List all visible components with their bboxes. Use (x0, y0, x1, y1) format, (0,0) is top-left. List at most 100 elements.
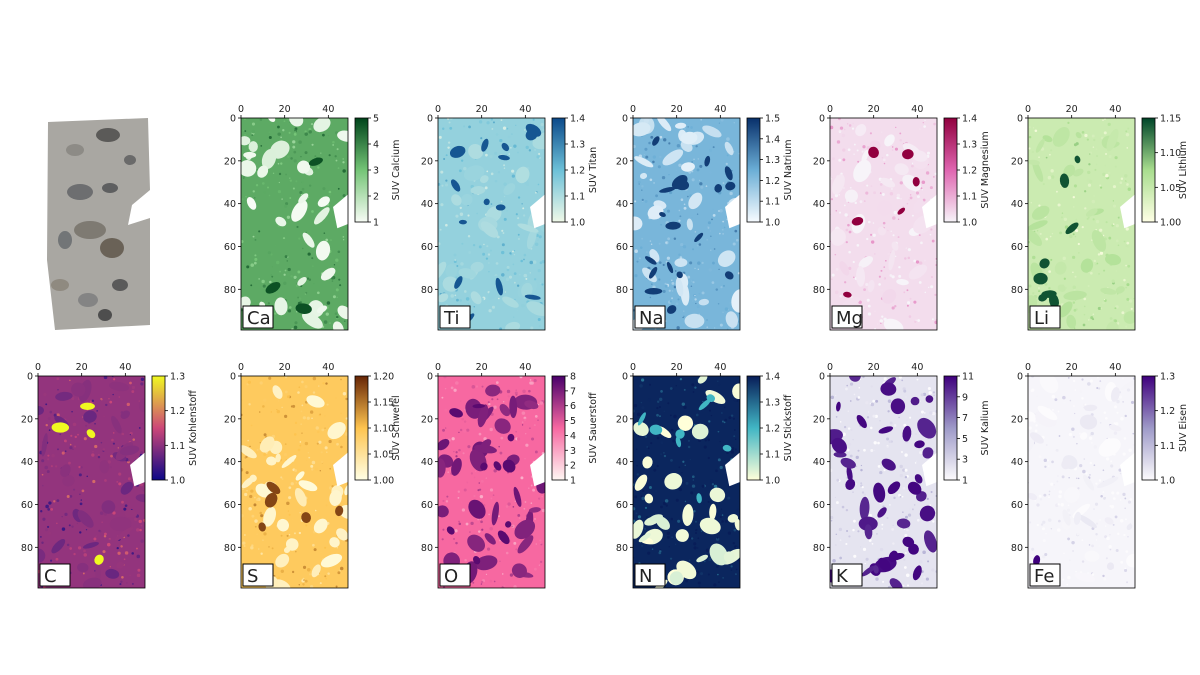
texture (887, 252, 890, 256)
texture (878, 426, 894, 434)
texture (267, 186, 270, 189)
texture (467, 214, 470, 217)
texture (302, 577, 305, 580)
texture (874, 414, 878, 419)
texture (849, 454, 853, 458)
element-label-box (242, 563, 274, 587)
x-tick-label: 0 (827, 104, 833, 115)
texture (1114, 515, 1118, 519)
element-label: Na (639, 308, 664, 329)
texture (839, 211, 841, 214)
texture (649, 514, 663, 522)
texture (634, 200, 637, 203)
texture (1084, 207, 1087, 210)
texture (517, 410, 521, 414)
texture (312, 376, 317, 381)
texture (722, 444, 732, 452)
texture (680, 198, 684, 202)
texture (1053, 484, 1055, 486)
texture (241, 467, 244, 472)
texture (1060, 216, 1063, 219)
texture (927, 560, 930, 563)
texture (712, 146, 715, 149)
texture (91, 399, 95, 403)
texture (684, 313, 705, 329)
texture (879, 547, 884, 552)
texture (849, 400, 852, 402)
texture (242, 176, 246, 179)
texture (644, 147, 648, 151)
texture (281, 406, 283, 409)
texture (112, 432, 115, 434)
texture (844, 213, 848, 217)
texture (291, 328, 294, 330)
texture (535, 543, 537, 545)
texture (896, 278, 909, 286)
texture (889, 421, 893, 425)
texture (664, 499, 669, 503)
texture (299, 512, 301, 514)
texture (898, 265, 901, 269)
texture (669, 300, 672, 303)
texture (697, 376, 708, 384)
texture (898, 197, 900, 200)
texture (244, 492, 248, 497)
texture (734, 229, 738, 233)
texture (241, 513, 244, 518)
texture (139, 528, 142, 532)
texture (1118, 395, 1123, 399)
texture (1057, 503, 1060, 506)
y-tick-label: 40 (616, 199, 628, 210)
texture (1038, 494, 1042, 498)
texture (674, 270, 677, 272)
texture (666, 261, 674, 274)
texture (664, 473, 683, 490)
colorbar-label: SUV Kohlenstoff (188, 390, 199, 466)
texture (694, 520, 697, 523)
y-tick-label: 0 (427, 372, 433, 383)
texture (1087, 170, 1091, 175)
texture (445, 427, 447, 429)
texture (675, 529, 689, 542)
x-tick-label: 0 (1025, 362, 1031, 373)
texture (1123, 240, 1126, 243)
texture (683, 127, 687, 130)
texture (298, 140, 302, 144)
texture (103, 415, 106, 418)
texture (51, 422, 70, 433)
element-label-box (1029, 563, 1061, 587)
texture (45, 423, 48, 427)
texture (1087, 183, 1092, 187)
texture (117, 551, 121, 555)
texture (903, 291, 906, 294)
texture (929, 233, 932, 236)
texture (1096, 262, 1099, 265)
texture (143, 518, 145, 522)
texture (268, 376, 272, 380)
texture (850, 428, 853, 431)
texture (683, 388, 686, 391)
texture (892, 146, 894, 148)
texture (881, 528, 883, 530)
texture (1115, 224, 1119, 228)
texture (649, 178, 653, 182)
texture (845, 478, 856, 490)
texture (513, 585, 517, 588)
texture (247, 380, 251, 384)
texture (927, 386, 931, 391)
texture (301, 432, 303, 434)
element-label-box (634, 305, 666, 329)
x-tick-label: 20 (476, 362, 488, 373)
texture (245, 195, 247, 198)
texture (1075, 570, 1077, 573)
texture (843, 128, 846, 131)
texture (1113, 431, 1118, 435)
texture (109, 381, 130, 392)
texture (1043, 458, 1048, 463)
texture (933, 122, 936, 126)
texture (505, 505, 509, 508)
texture (716, 565, 719, 568)
heatmap-image (633, 376, 740, 588)
texture (344, 484, 348, 496)
texture (86, 429, 96, 439)
